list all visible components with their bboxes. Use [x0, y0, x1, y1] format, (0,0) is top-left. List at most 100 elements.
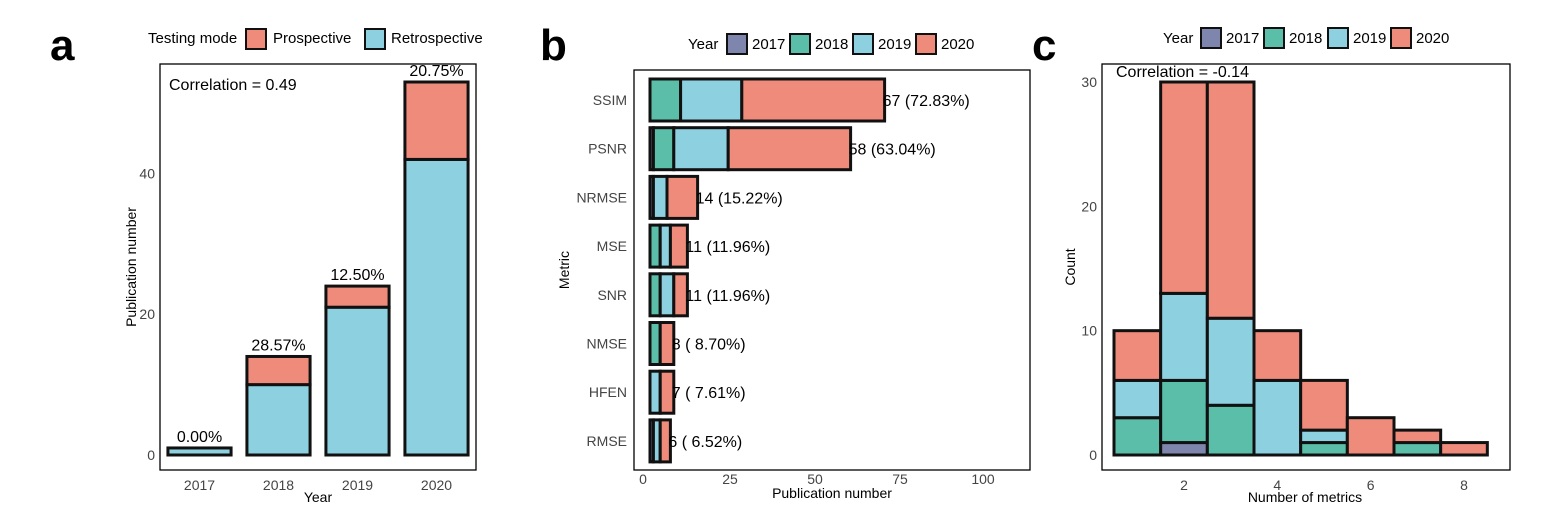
hist-bar-c-3-2020	[1205, 80, 1256, 320]
bar-b-hfen-2019	[648, 369, 662, 415]
legend-c-label-2018: 2018	[1289, 30, 1322, 47]
x-axis-title-b: Publication number	[772, 485, 892, 501]
hist-bar-c-2-2018	[1159, 378, 1209, 445]
y-tick-c-20: 20	[1081, 198, 1097, 214]
x-tick-c-2: 2	[1180, 477, 1188, 493]
bar-b-hfen-2020	[658, 369, 676, 415]
x-axis-title-c: Number of metrics	[1248, 489, 1362, 505]
legend-a-label-prospective: Prospective	[273, 30, 351, 47]
bars-b: 67 (72.83%) 58 (63.04%) 14 (15.22%) 11 (11.…	[648, 77, 970, 464]
y-tick-a-0: 0	[147, 447, 155, 463]
bar-label-b-hfen: 7 ( 7.61%)	[672, 385, 746, 402]
legend-c-label-2019: 2019	[1353, 30, 1386, 47]
panel-letter-c: c	[1032, 21, 1056, 70]
hist-bar-c-2-2017	[1159, 441, 1209, 457]
bar-label-a-2020: 20.75%	[409, 63, 463, 80]
y-tick-b-rmse: RMSE	[587, 433, 627, 449]
bar-b-nrmse-2020	[665, 174, 700, 220]
y-tick-b-mse: MSE	[597, 238, 627, 254]
bar-a-retrospective-2018	[245, 383, 312, 457]
y-tick-c-30: 30	[1081, 74, 1097, 90]
x-tick-a-2018: 2018	[263, 477, 294, 493]
hist-bar-c-1-2019	[1112, 378, 1163, 420]
legend-c-title: Year	[1163, 30, 1193, 47]
legend-c-swatch-2020	[1390, 27, 1412, 49]
plot-frame-a	[159, 63, 477, 471]
panel-b: b Year 2017 2018 2019 2020 67 (72.83%) 58…	[540, 21, 1031, 501]
legend-b: Year 2017 2018 2019 2020	[688, 33, 974, 55]
x-tick-c-4: 4	[1273, 477, 1281, 493]
bar-b-ssim-2018	[648, 77, 683, 123]
x-tick-b-0: 0	[639, 471, 647, 487]
y-tick-b-hfen: HFEN	[589, 384, 627, 400]
legend-b-label-2018: 2018	[815, 36, 848, 53]
bar-label-b-nmse: 8 ( 8.70%)	[672, 337, 746, 354]
correlation-annotation-c: Correlation = -0.14	[1116, 64, 1249, 81]
bar-a-prospective-2018	[245, 354, 312, 387]
bar-b-mse-2019	[658, 223, 672, 269]
legend-c-swatch-2019	[1327, 27, 1349, 49]
correlation-annotation-a: Correlation = 0.49	[169, 77, 297, 94]
legend-b-label-2019: 2019	[878, 36, 911, 53]
bar-a-prospective-2019	[324, 284, 391, 309]
panel-c: c Year 2017 2018 2019 2020 Correlation =…	[1032, 21, 1511, 505]
bar-b-snr-2018	[648, 272, 662, 318]
hist-bar-c-4-2019	[1252, 378, 1303, 457]
legend-b-swatch-2017	[726, 33, 748, 55]
hist-bar-c-5-2020	[1299, 378, 1349, 432]
hist-bar-c-6-2020	[1345, 416, 1396, 457]
bar-label-b-rmse: 6 ( 6.52%)	[668, 434, 742, 451]
y-tick-b-ssim: SSIM	[593, 92, 627, 108]
legend-c: Year 2017 2018 2019 2020	[1163, 27, 1449, 49]
bar-label-a-2017: 0.00%	[177, 429, 222, 446]
bar-a-prospective-2020	[403, 80, 470, 161]
panel-a: a Testing mode Prospective Retrospective…	[50, 21, 483, 505]
y-tick-c-0: 0	[1089, 447, 1097, 463]
legend-c-swatch-2017	[1200, 27, 1222, 49]
hist-bar-c-5-2019	[1299, 428, 1349, 445]
bars-a: 0.00% 28.57% 12.50% 20.75%	[166, 63, 470, 457]
bar-b-mse-2018	[648, 223, 662, 269]
bar-a-retrospective-2019	[324, 305, 391, 457]
y-axis-title-c: Count	[1062, 248, 1078, 285]
x-tick-b-25: 25	[722, 471, 738, 487]
legend-c-label-2020: 2020	[1416, 30, 1449, 47]
legend-a-label-retrospective: Retrospective	[391, 30, 483, 47]
x-tick-b-100: 100	[971, 471, 995, 487]
hist-bar-c-8-2020	[1439, 441, 1489, 457]
bars-c	[1112, 80, 1489, 457]
hist-bar-c-3-2019	[1205, 316, 1256, 407]
legend-a-swatch-retrospective	[364, 28, 386, 50]
bar-b-psnr-2019	[672, 126, 730, 172]
hist-bar-c-4-2020	[1252, 329, 1303, 382]
hist-bar-c-2-2020	[1159, 80, 1209, 295]
legend-b-swatch-2019	[852, 33, 874, 55]
hist-bar-c-7-2020	[1392, 428, 1443, 445]
x-tick-a-2019: 2019	[342, 477, 373, 493]
y-axis-title-b: Metric	[556, 251, 572, 289]
bar-label-b-mse: 11 (11.96%)	[685, 239, 770, 256]
x-tick-b-50: 50	[807, 471, 823, 487]
y-tick-b-nmse: NMSE	[587, 336, 627, 352]
y-tick-b-nrmse: NRMSE	[576, 189, 627, 205]
bar-b-snr-2020	[672, 272, 689, 318]
y-tick-a-20: 20	[139, 306, 155, 322]
bar-label-b-ssim: 67 (72.83%)	[883, 93, 970, 110]
hist-bar-c-1-2018	[1112, 416, 1163, 457]
x-axis-title-a: Year	[304, 489, 333, 505]
bar-b-ssim-2020	[740, 77, 887, 123]
legend-a-title: Testing mode	[148, 30, 237, 47]
bar-label-a-2019: 12.50%	[330, 267, 384, 284]
bar-b-nmse-2020	[658, 321, 676, 366]
bar-b-rmse-2020	[658, 418, 672, 464]
bar-b-snr-2019	[658, 272, 676, 318]
x-tick-a-2020: 2020	[421, 477, 452, 493]
y-axis-title-a: Publication number	[123, 207, 139, 327]
bar-b-psnr-2018	[651, 126, 676, 172]
bar-b-ssim-2019	[679, 77, 744, 123]
x-tick-c-8: 8	[1460, 477, 1468, 493]
plot-frame-b	[633, 69, 1031, 471]
y-tick-b-snr: SNR	[597, 287, 627, 303]
bar-label-b-snr: 11 (11.96%)	[685, 288, 770, 305]
